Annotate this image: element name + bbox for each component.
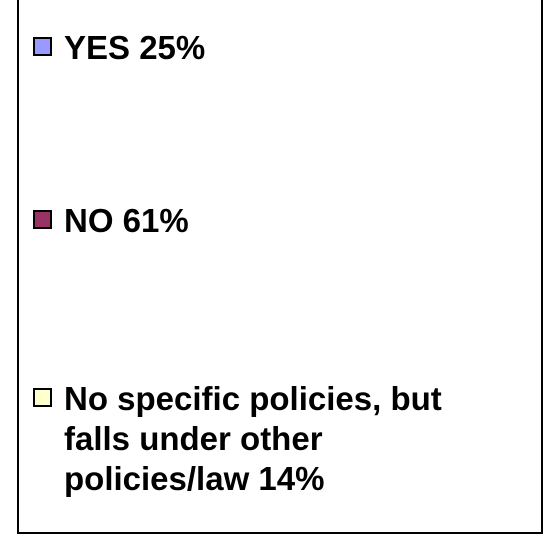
legend-label-no: NO 61%: [64, 202, 189, 239]
legend-item-no: NO 61%: [33, 201, 534, 241]
legend-item-no-specific-policies: No specific policies, but falls under ot…: [33, 379, 534, 499]
legend-swatch-no-specific-policies: [33, 388, 52, 407]
legend-label-yes: YES 25%: [64, 29, 206, 66]
legend-label-no-specific-policies: No specific policies, but falls under ot…: [64, 380, 442, 497]
legend-swatch-yes: [33, 37, 52, 56]
legend-swatch-no: [33, 210, 52, 229]
chart-legend: YES 25% NO 61% No specific policies, but…: [17, 0, 543, 534]
legend-item-yes: YES 25%: [33, 28, 534, 68]
